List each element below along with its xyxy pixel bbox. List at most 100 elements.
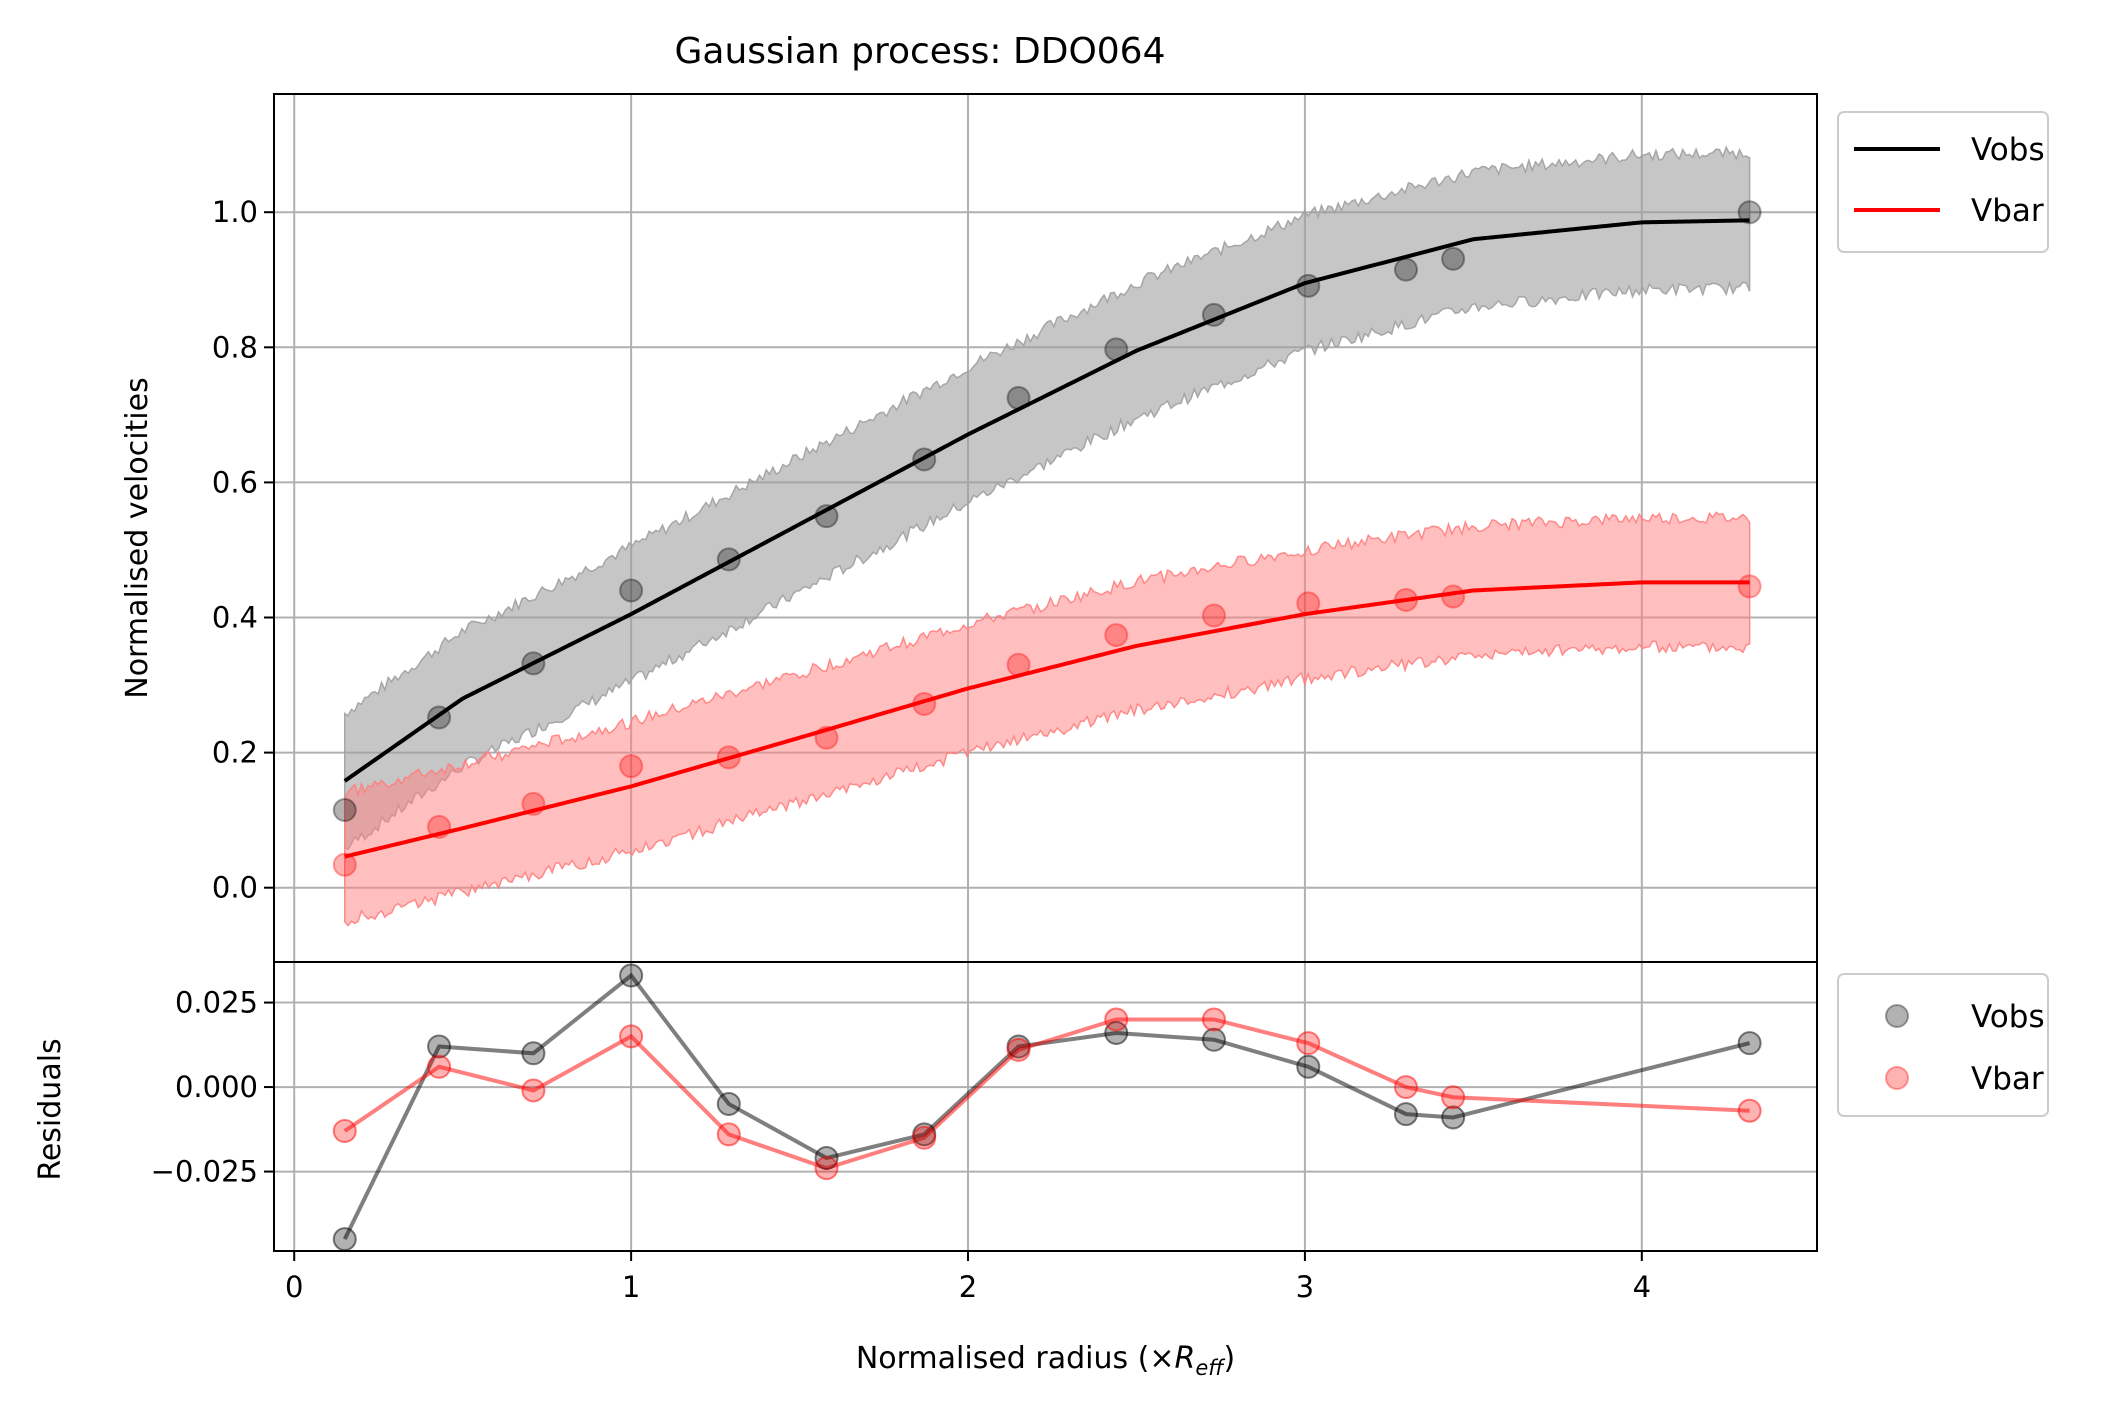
velocity-fit-lines [343, 218, 1750, 859]
velocity-legend: Vobs Vbar [1837, 111, 2049, 253]
residuals-panel: 0.025 0.000 −0.025 Residuals Vobs Vbar [33, 961, 2049, 1252]
vobs-point [1006, 385, 1031, 410]
vbar-residual-point [912, 1125, 937, 1150]
residuals-axes-frame [273, 961, 1818, 1252]
velocity-y-tick-label: 1.0 [212, 195, 258, 229]
legend-vbar-marker [1885, 1066, 1909, 1090]
vobs-point [1393, 257, 1418, 282]
vbar-residual-point [716, 1122, 741, 1147]
legend-vobs-marker [1885, 1004, 1909, 1028]
x-axis-label-subscript: eff [1195, 1356, 1226, 1380]
legend-vbar-label: Vbar [1971, 193, 2044, 229]
velocity-y-axis-label: Normalised velocities [120, 377, 155, 698]
vbar-point [1441, 584, 1466, 609]
x-axis: 0 1 2 3 4 [285, 1251, 1651, 1304]
vobs-point [332, 798, 357, 823]
vbar-residual-line [343, 1017, 1750, 1171]
residuals-lines [342, 972, 1751, 1241]
vbar-point [427, 814, 452, 839]
x-axis-label-suffix: ) [1223, 1341, 1235, 1376]
vbar-point [1393, 587, 1418, 612]
vobs-point [716, 547, 741, 572]
vobs-point [619, 578, 644, 603]
vbar-point [1201, 603, 1226, 628]
vbar-point [814, 725, 839, 750]
vbar-residual-point [619, 1024, 644, 1049]
velocity-y-tick-label: 0.8 [212, 330, 258, 364]
vbar-point [1104, 623, 1129, 648]
vbar-residual-point [814, 1156, 839, 1181]
legend-vobs-label: Vobs [1971, 132, 2045, 168]
x-axis-label: Normalised radius (×Reff) [856, 1341, 1235, 1380]
chart-title: Gaussian process: DDO064 [674, 31, 1165, 72]
velocity-y-tick-label: 0.6 [212, 465, 258, 499]
vbar-point [912, 691, 937, 716]
vbar-point [716, 745, 741, 770]
vbar-point [1737, 574, 1762, 599]
residuals-y-ticks: 0.025 0.000 −0.025 [151, 986, 274, 1189]
vbar-point [1296, 591, 1321, 616]
vobs-residual-point [332, 1227, 357, 1252]
velocity-y-ticks: 0.0 0.2 0.4 0.6 0.8 1.0 [212, 195, 274, 905]
x-axis-label-prefix: Normalised radius (× [856, 1341, 1175, 1376]
vobs-residual-point [1441, 1105, 1466, 1130]
residuals-legend-box [1837, 973, 2049, 1117]
x-tick-label: 0 [285, 1270, 303, 1304]
residuals-y-tick-label: 0.000 [175, 1070, 258, 1104]
vobs-point [814, 504, 839, 529]
vbar-residual-point [427, 1054, 452, 1079]
vobs-point [521, 651, 546, 676]
vbar-residual-point [1201, 1007, 1226, 1032]
vbar-point [1006, 652, 1031, 677]
vobs-point [427, 705, 452, 730]
x-tick-label: 2 [959, 1270, 977, 1304]
vobs-residual-point [521, 1041, 546, 1066]
vobs-residual-line [342, 972, 1751, 1241]
vbar-residual-point [1006, 1037, 1031, 1062]
vobs-residual-point [427, 1034, 452, 1059]
vobs-point [1737, 200, 1762, 225]
vobs-residual-point [619, 963, 644, 988]
vobs-residual-point [1393, 1102, 1418, 1127]
x-axis-label-symbol: R [1175, 1341, 1196, 1376]
legend-vbar-label: Vbar [1971, 1061, 2044, 1097]
vbar-residual-point [521, 1078, 546, 1103]
vobs-point [1201, 302, 1226, 327]
vobs-residual-point [1104, 1020, 1129, 1045]
x-tick-label: 3 [1296, 1270, 1314, 1304]
velocity-panel: 0.0 0.2 0.4 0.6 0.8 1.0 Normalised velocities… [120, 93, 2049, 963]
vobs-fit-line [343, 218, 1750, 783]
vobs-point [1296, 273, 1321, 298]
vobs-point [1441, 246, 1466, 271]
residuals-y-tick-label: −0.025 [151, 1155, 258, 1189]
vbar-fit-line [344, 580, 1750, 859]
legend-vobs-label: Vobs [1971, 999, 2045, 1035]
vbar-point [521, 791, 546, 816]
vbar-uncertainty-band [343, 511, 1751, 927]
velocity-bands [343, 145, 1751, 927]
residuals-y-axis-label: Residuals [33, 1038, 68, 1180]
vbar-point [619, 754, 644, 779]
velocity-y-tick-label: 0.2 [212, 736, 258, 770]
vbar-residual-point [1393, 1075, 1418, 1100]
vbar-residual-point [332, 1119, 357, 1144]
vobs-residual-point [1201, 1027, 1226, 1052]
velocity-points [332, 200, 1762, 877]
velocity-y-tick-label: 0.0 [212, 871, 258, 905]
vbar-residual-point [1296, 1031, 1321, 1056]
residuals-legend: Vobs Vbar [1837, 973, 2049, 1117]
x-tick-label: 4 [1633, 1270, 1651, 1304]
vbar-residual-point [1104, 1007, 1129, 1032]
vobs-uncertainty-band [343, 145, 1751, 851]
x-tick-label: 1 [622, 1270, 640, 1304]
vbar-point [332, 852, 357, 877]
velocity-y-tick-label: 0.4 [212, 601, 258, 635]
vobs-point [912, 447, 937, 472]
vbar-residual-point [1737, 1098, 1762, 1123]
vobs-point [1104, 337, 1129, 362]
vobs-residual-point [716, 1091, 741, 1116]
vobs-residual-point [1296, 1054, 1321, 1079]
vbar-residual-point [1441, 1085, 1466, 1110]
residuals-points [332, 963, 1762, 1252]
